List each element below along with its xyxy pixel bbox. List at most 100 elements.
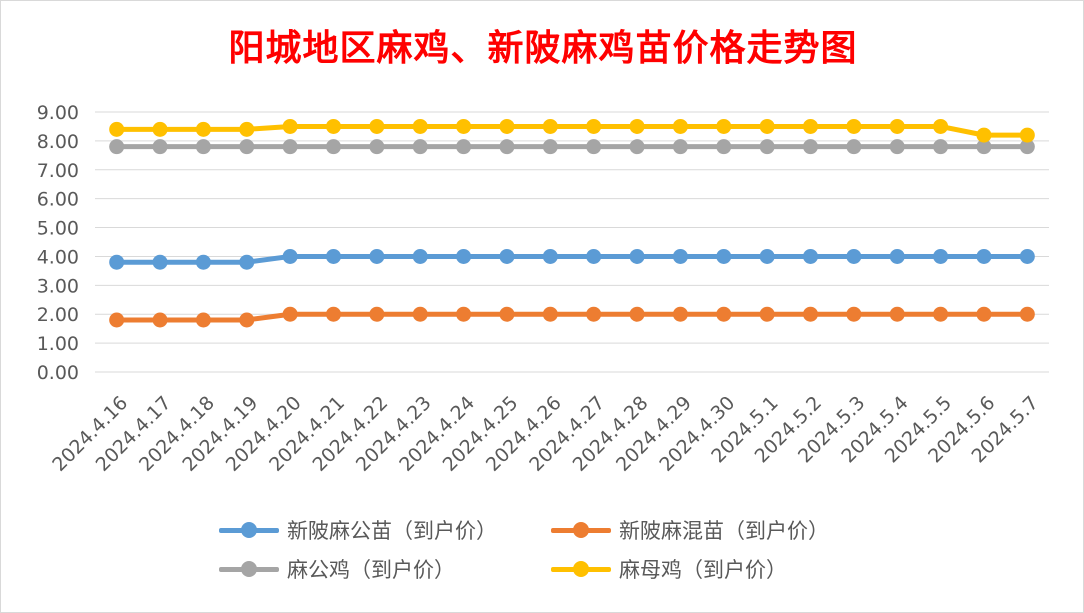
data-point xyxy=(846,248,862,264)
data-point xyxy=(282,306,298,322)
series-line xyxy=(114,123,1030,138)
data-point xyxy=(195,254,211,270)
data-point xyxy=(759,248,775,264)
data-point xyxy=(803,248,818,264)
data-point xyxy=(933,306,949,322)
data-point xyxy=(933,139,949,155)
data-point xyxy=(326,139,341,155)
data-point xyxy=(282,248,298,264)
y-tick-label: 5.00 xyxy=(37,218,79,240)
data-point xyxy=(846,139,862,155)
data-point xyxy=(326,306,341,322)
data-point xyxy=(1019,248,1035,264)
data-point xyxy=(412,306,428,322)
data-point xyxy=(672,306,688,322)
data-point xyxy=(195,139,211,155)
chart-title: 阳城地区麻鸡、新陂麻鸡苗价格走势图 xyxy=(228,28,858,69)
data-point xyxy=(1019,127,1035,143)
data-point xyxy=(369,118,385,134)
data-point xyxy=(889,306,905,322)
data-point xyxy=(456,248,472,264)
data-point xyxy=(716,248,732,264)
data-point xyxy=(629,248,645,264)
data-point xyxy=(369,306,385,322)
data-point xyxy=(326,118,341,134)
data-point xyxy=(1019,306,1035,322)
data-point xyxy=(716,118,732,134)
data-point xyxy=(195,312,211,328)
data-point xyxy=(803,118,818,134)
data-point xyxy=(976,306,992,322)
data-point xyxy=(586,118,602,134)
data-point xyxy=(456,118,472,134)
data-point xyxy=(239,121,255,137)
y-tick-label: 2.00 xyxy=(37,304,79,326)
data-point xyxy=(759,118,775,134)
data-point xyxy=(586,139,602,155)
data-point xyxy=(759,306,775,322)
data-point xyxy=(759,139,775,155)
data-point xyxy=(109,139,125,155)
data-point xyxy=(239,139,255,155)
y-tick-label: 7.00 xyxy=(37,160,79,182)
data-point xyxy=(499,118,515,134)
data-point xyxy=(152,312,168,328)
data-point xyxy=(933,248,949,264)
data-point xyxy=(803,306,818,322)
data-point xyxy=(889,118,905,134)
data-point xyxy=(542,139,558,155)
data-point xyxy=(976,127,992,143)
data-point xyxy=(586,248,602,264)
data-point xyxy=(672,118,688,134)
data-point xyxy=(499,248,515,264)
data-point xyxy=(282,139,298,155)
data-point xyxy=(152,121,168,137)
data-point xyxy=(1019,139,1035,155)
data-point xyxy=(846,118,862,134)
data-point xyxy=(672,139,688,155)
data-point xyxy=(195,121,211,137)
data-point xyxy=(716,306,732,322)
data-point xyxy=(239,254,255,270)
data-point xyxy=(369,248,385,264)
y-tick-label: 6.00 xyxy=(37,189,79,211)
data-point xyxy=(889,139,905,155)
data-point xyxy=(152,139,168,155)
data-point xyxy=(629,139,645,155)
data-point xyxy=(109,254,125,270)
data-point xyxy=(629,306,645,322)
data-point xyxy=(803,139,818,155)
data-point xyxy=(716,139,732,155)
data-point xyxy=(369,139,385,155)
data-point xyxy=(239,312,255,328)
data-point xyxy=(976,248,992,264)
data-point xyxy=(152,254,168,270)
series-line xyxy=(114,253,1030,265)
data-point xyxy=(412,139,428,155)
y-tick-label: 4.00 xyxy=(37,246,79,268)
data-point xyxy=(326,248,341,264)
data-point xyxy=(889,248,905,264)
y-tick-label: 8.00 xyxy=(37,131,79,153)
data-point xyxy=(933,118,949,134)
data-point xyxy=(499,139,515,155)
data-point xyxy=(109,121,125,137)
data-point xyxy=(412,118,428,134)
data-point xyxy=(672,248,688,264)
data-point xyxy=(456,306,472,322)
data-point xyxy=(109,312,125,328)
data-point xyxy=(412,248,428,264)
data-point xyxy=(456,139,472,155)
y-tick-label: 9.00 xyxy=(37,102,79,124)
series-line xyxy=(114,311,1030,323)
data-point xyxy=(976,139,992,155)
y-tick-label: 0.00 xyxy=(37,362,79,384)
data-point xyxy=(846,306,862,322)
data-point xyxy=(499,306,515,322)
data-point xyxy=(542,306,558,322)
data-point xyxy=(629,118,645,134)
data-point xyxy=(542,248,558,264)
data-point xyxy=(542,118,558,134)
